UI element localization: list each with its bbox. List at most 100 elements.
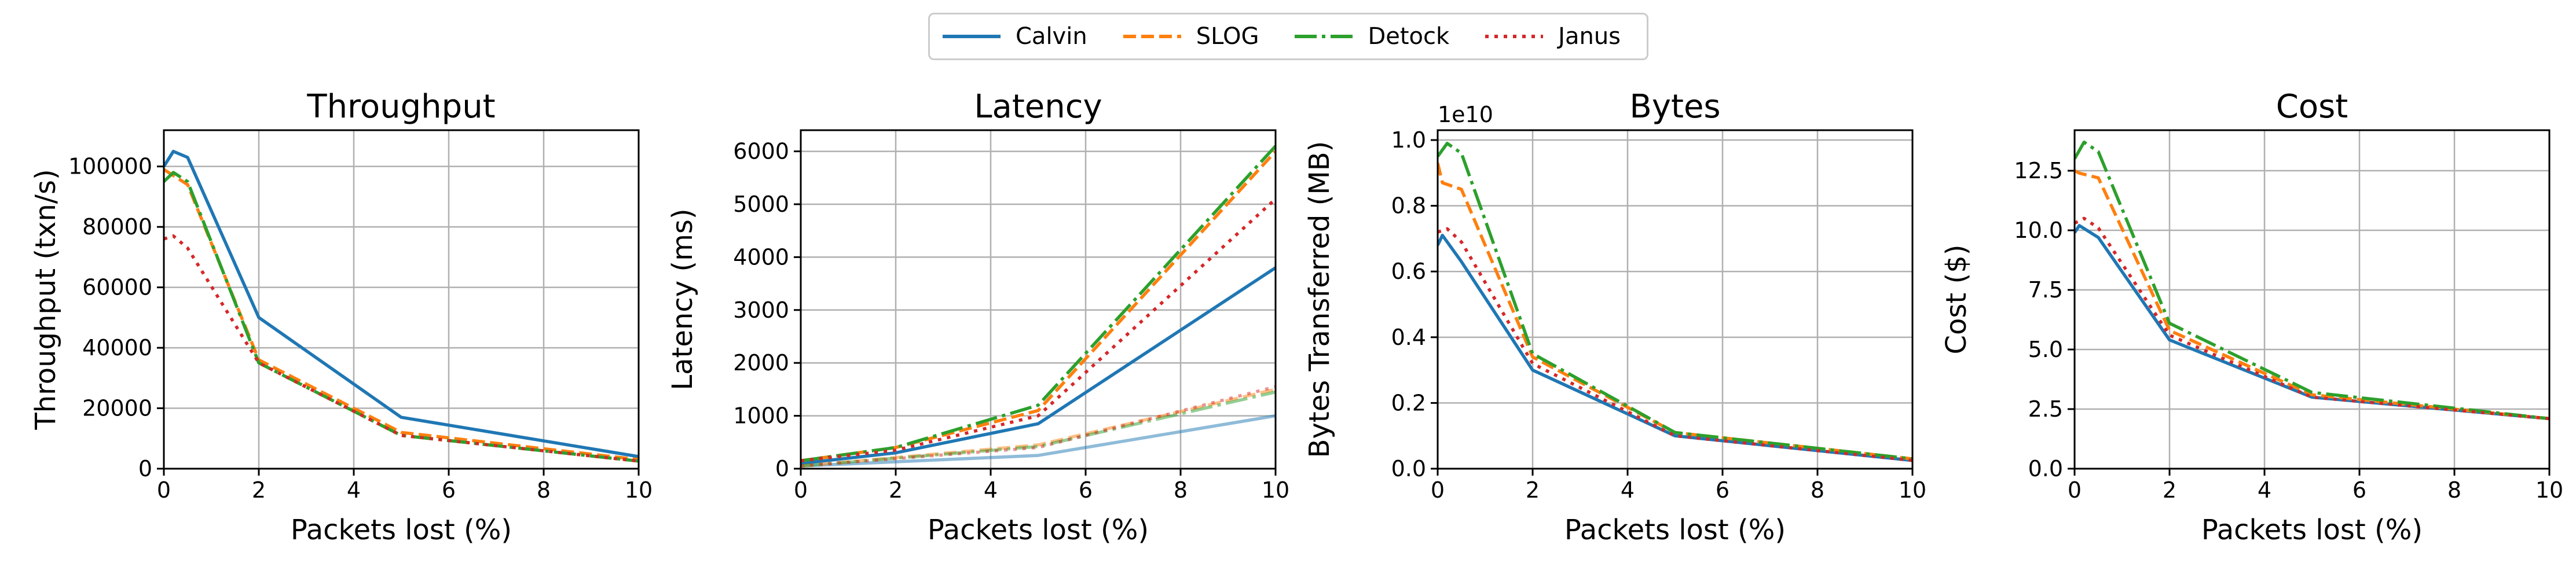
plot-frame bbox=[1437, 129, 1914, 470]
series-line-janus bbox=[164, 234, 639, 463]
legend-item-janus: Janus bbox=[1485, 23, 1621, 50]
y-tick-label: 10.0 bbox=[2014, 218, 2063, 243]
x-tick-label: 2 bbox=[889, 477, 903, 503]
chart-title: Latency bbox=[974, 88, 1102, 126]
y-axis-label: Cost ($) bbox=[1940, 245, 1973, 355]
x-tick-label: 4 bbox=[2258, 477, 2271, 503]
plot-frame bbox=[800, 129, 1277, 470]
y-axis-offset-text: 1e10 bbox=[1438, 102, 1493, 127]
series-line-janus bbox=[2075, 216, 2549, 421]
y-tick-label: 3000 bbox=[733, 297, 789, 323]
y-axis-label: Throughput (txn/s) bbox=[30, 169, 62, 430]
series-line-detock-faded bbox=[801, 390, 1276, 468]
y-tick-label: 5.0 bbox=[2028, 337, 2063, 362]
y-tick-label: 7.5 bbox=[2028, 277, 2063, 303]
legend-item-detock: Detock bbox=[1295, 23, 1449, 50]
y-tick-label: 2000 bbox=[733, 350, 789, 376]
legend: Calvin SLOG Detock Janus bbox=[928, 13, 1648, 60]
plot-frame bbox=[163, 129, 640, 470]
x-tick-label: 10 bbox=[2535, 477, 2563, 503]
series-line-detock bbox=[1438, 141, 1912, 461]
x-tick-label: 0 bbox=[794, 477, 808, 503]
chart-latency: 0 2 4 6 8 10 0 1000 2000 3000 4000 5000 6000 Latency P… bbox=[666, 88, 1289, 546]
series-line-janus bbox=[801, 197, 1276, 463]
y-tick-label: 0.6 bbox=[1391, 259, 1426, 284]
x-tick-label: 10 bbox=[1899, 477, 1926, 503]
x-axis-label: Packets lost (%) bbox=[291, 514, 512, 546]
y-tick-label: 0 bbox=[138, 456, 152, 481]
y-tick-label: 2.5 bbox=[2028, 396, 2063, 422]
series-line-janus bbox=[1438, 227, 1912, 462]
series-line-calvin bbox=[801, 266, 1276, 465]
y-tick-label: 0.8 bbox=[1391, 193, 1426, 219]
series-line-slog bbox=[1438, 163, 1912, 461]
chart-title: Throughput bbox=[306, 88, 495, 126]
x-tick-label: 10 bbox=[625, 477, 653, 503]
x-tick-label: 4 bbox=[1621, 477, 1635, 503]
y-tick-label: 6000 bbox=[733, 139, 789, 164]
legend-label-detock: Detock bbox=[1368, 23, 1450, 50]
chart-bytes: 0 2 4 6 8 10 0.0 0.2 0.4 0.6 0.8 1.0 Bytes Packets lo… bbox=[1303, 88, 1926, 546]
x-tick-label: 6 bbox=[1079, 477, 1093, 503]
legend-item-calvin: Calvin bbox=[943, 23, 1087, 50]
legend-item-slog: SLOG bbox=[1123, 23, 1259, 50]
x-tick-label: 8 bbox=[2447, 477, 2461, 503]
y-tick-label: 80000 bbox=[82, 214, 152, 240]
y-tick-label: 0 bbox=[775, 456, 789, 481]
chart-cost: 0 2 4 6 8 10 0.0 2.5 5.0 7.5 10.0 12.5 Cost Packets l… bbox=[1940, 88, 2563, 546]
y-tick-label: 0.4 bbox=[1391, 325, 1426, 350]
y-tick-label: 100000 bbox=[68, 154, 152, 179]
x-tick-label: 8 bbox=[1811, 477, 1824, 503]
legend-swatch-slog bbox=[1123, 35, 1181, 38]
y-tick-label: 0.0 bbox=[2028, 456, 2063, 481]
chart-title: Bytes bbox=[1629, 88, 1720, 126]
x-tick-label: 4 bbox=[347, 477, 361, 503]
y-tick-label: 12.5 bbox=[2014, 158, 2063, 183]
y-tick-label: 0.0 bbox=[1391, 456, 1426, 481]
x-tick-label: 2 bbox=[252, 477, 266, 503]
series-line-calvin-faded bbox=[801, 414, 1276, 468]
legend-label-janus: Janus bbox=[1558, 23, 1621, 50]
legend-label-slog: SLOG bbox=[1196, 23, 1259, 50]
y-tick-label: 40000 bbox=[82, 335, 152, 360]
x-tick-label: 10 bbox=[1262, 477, 1289, 503]
series-line-detock bbox=[2075, 140, 2549, 421]
y-tick-label: 20000 bbox=[82, 396, 152, 421]
x-tick-label: 8 bbox=[1174, 477, 1188, 503]
series-line-detock bbox=[801, 145, 1276, 463]
y-axis-label: Bytes Transferred (MB) bbox=[1303, 141, 1336, 458]
series-line-calvin bbox=[1438, 233, 1912, 462]
x-tick-label: 0 bbox=[157, 477, 171, 503]
chart-title: Cost bbox=[2276, 88, 2348, 126]
x-tick-label: 0 bbox=[1431, 477, 1445, 503]
series-line-slog bbox=[2075, 169, 2549, 421]
y-tick-label: 1000 bbox=[733, 403, 789, 429]
y-tick-label: 0.2 bbox=[1391, 390, 1426, 415]
y-axis-label: Latency (ms) bbox=[666, 208, 699, 390]
y-tick-label: 4000 bbox=[733, 244, 789, 270]
series-line-janus-faded bbox=[801, 385, 1276, 468]
y-tick-label: 60000 bbox=[82, 275, 152, 300]
series-line-calvin bbox=[2075, 224, 2549, 421]
x-tick-label: 4 bbox=[984, 477, 998, 503]
x-tick-label: 2 bbox=[2163, 477, 2176, 503]
plot-frame bbox=[2073, 129, 2551, 470]
x-tick-label: 6 bbox=[442, 477, 456, 503]
x-tick-label: 2 bbox=[1526, 477, 1540, 503]
y-tick-label: 5000 bbox=[733, 192, 789, 217]
x-tick-label: 6 bbox=[1716, 477, 1729, 503]
x-axis-label: Packets lost (%) bbox=[928, 514, 1149, 546]
x-axis-label: Packets lost (%) bbox=[2201, 514, 2423, 546]
legend-swatch-calvin bbox=[943, 35, 1001, 38]
x-tick-label: 0 bbox=[2068, 477, 2082, 503]
legend-label-calvin: Calvin bbox=[1016, 23, 1087, 50]
legend-swatch-detock bbox=[1295, 35, 1353, 38]
x-tick-label: 8 bbox=[537, 477, 551, 503]
x-axis-label: Packets lost (%) bbox=[1564, 514, 1786, 546]
x-tick-label: 6 bbox=[2353, 477, 2366, 503]
chart-throughput: 0 2 4 6 8 10020000400006000080000100000Throug… bbox=[30, 88, 653, 546]
y-tick-label: 1.0 bbox=[1391, 127, 1426, 153]
series-line-calvin bbox=[164, 149, 639, 458]
legend-swatch-janus bbox=[1485, 35, 1544, 38]
